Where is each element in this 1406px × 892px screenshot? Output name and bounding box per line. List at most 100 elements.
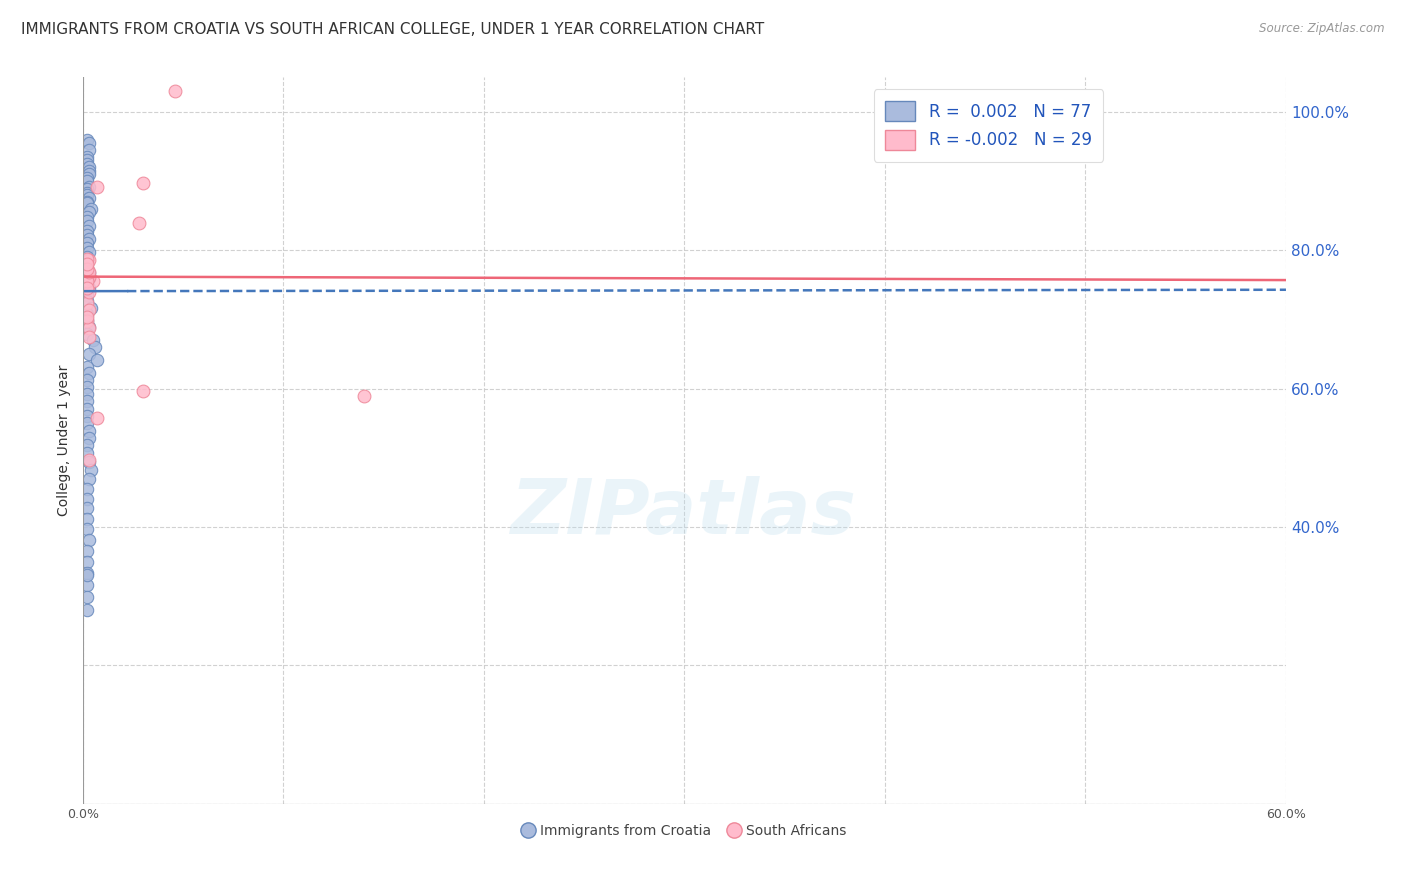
Point — [77, 472, 100, 486]
Text: Source: ZipAtlas.com: Source: ZipAtlas.com — [1260, 22, 1385, 36]
Point — [77, 281, 100, 295]
Point — [76, 253, 98, 268]
Point — [76, 326, 98, 341]
Point — [76, 409, 98, 424]
Point — [76, 170, 98, 185]
Point — [77, 347, 100, 361]
Point — [76, 267, 98, 281]
Point — [76, 263, 98, 277]
Point — [77, 453, 100, 467]
Point — [76, 194, 98, 209]
Point — [76, 275, 98, 289]
Point — [76, 277, 98, 292]
Point — [76, 313, 98, 327]
Point — [77, 424, 100, 438]
Point — [76, 387, 98, 401]
Point — [76, 568, 98, 582]
Point — [76, 150, 98, 164]
Point — [77, 270, 100, 285]
Point — [77, 320, 100, 334]
Point — [86, 410, 108, 425]
Point — [76, 133, 98, 147]
Point — [76, 228, 98, 243]
Point — [76, 566, 98, 581]
Point — [77, 219, 100, 234]
Point — [76, 555, 98, 569]
Point — [77, 232, 100, 246]
Point — [76, 603, 98, 617]
Point — [76, 241, 98, 255]
Point — [77, 205, 100, 219]
Point — [77, 320, 100, 334]
Point — [76, 511, 98, 525]
Point — [76, 214, 98, 228]
Point — [132, 384, 155, 399]
Point — [77, 253, 100, 268]
Point — [76, 186, 98, 200]
Point — [76, 261, 98, 276]
Point — [76, 210, 98, 224]
Point — [77, 245, 100, 260]
Point — [76, 153, 98, 168]
Point — [77, 143, 100, 157]
Point — [76, 281, 98, 295]
Point — [76, 260, 98, 275]
Point — [128, 216, 150, 230]
Point — [76, 438, 98, 452]
Point — [76, 544, 98, 558]
Point — [77, 163, 100, 178]
Point — [77, 161, 100, 175]
Point — [76, 188, 98, 202]
Point — [76, 310, 98, 324]
Point — [77, 330, 100, 344]
Point — [86, 179, 108, 194]
Point — [165, 84, 187, 98]
Point — [77, 367, 100, 381]
Point — [77, 191, 100, 205]
Text: ZIPatlas: ZIPatlas — [512, 476, 858, 550]
Point — [82, 333, 104, 347]
Point — [77, 533, 100, 548]
Point — [76, 157, 98, 171]
Point — [76, 262, 98, 277]
Point — [77, 136, 100, 150]
Point — [76, 501, 98, 516]
Point — [76, 250, 98, 264]
Point — [76, 522, 98, 536]
Point — [76, 275, 98, 289]
Point — [80, 202, 103, 216]
Point — [76, 482, 98, 496]
Point — [76, 373, 98, 387]
Point — [76, 257, 98, 271]
Point — [76, 296, 98, 310]
Point — [77, 179, 100, 194]
Point — [77, 265, 100, 279]
Legend: Immigrants from Croatia, South Africans: Immigrants from Croatia, South Africans — [517, 819, 852, 844]
Point — [76, 379, 98, 393]
Point — [76, 491, 98, 506]
Point — [76, 590, 98, 604]
Point — [76, 394, 98, 409]
Point — [77, 302, 100, 317]
Point — [76, 307, 98, 321]
Point — [353, 388, 375, 402]
Point — [77, 167, 100, 181]
Point — [76, 182, 98, 196]
Point — [86, 353, 108, 368]
Point — [76, 293, 98, 308]
Point — [77, 266, 100, 280]
Point — [76, 314, 98, 328]
Point — [76, 287, 98, 301]
Point — [76, 446, 98, 460]
Point — [76, 401, 98, 416]
Point — [76, 236, 98, 251]
Y-axis label: College, Under 1 year: College, Under 1 year — [58, 365, 72, 516]
Point — [76, 252, 98, 267]
Point — [76, 174, 98, 188]
Point — [76, 196, 98, 211]
Point — [77, 455, 100, 469]
Point — [77, 271, 100, 285]
Point — [76, 224, 98, 238]
Point — [76, 257, 98, 271]
Point — [77, 431, 100, 445]
